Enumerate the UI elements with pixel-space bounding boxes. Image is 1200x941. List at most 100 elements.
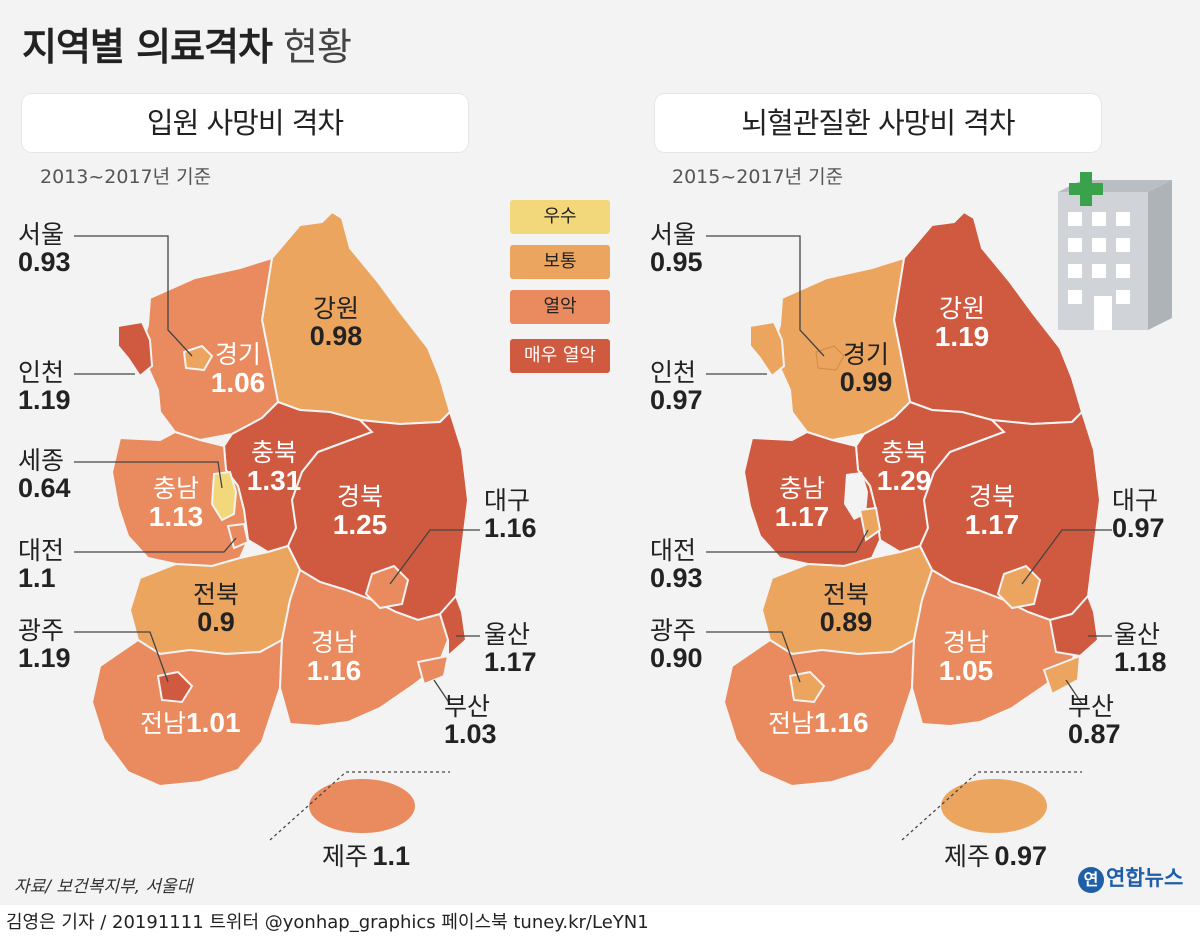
region-name: 전북: [822, 581, 869, 609]
right-label-busan: 부산 0.87: [1068, 694, 1121, 749]
region-value: 1.16: [814, 707, 869, 738]
right-label-seoul: 서울 0.95: [650, 222, 703, 277]
region-name: 부산: [1068, 693, 1115, 721]
region-name: 서울: [650, 221, 697, 249]
right-label-jeonnam: 전남1.16: [768, 708, 869, 737]
logo-mark: 연: [1078, 867, 1104, 893]
right-label-gyeongnam: 경남 1.05: [926, 630, 1006, 686]
left-region-sejong: [210, 470, 238, 522]
region-name: 울산: [1114, 621, 1161, 649]
region-value: 0.89: [819, 607, 873, 638]
region-value: 1.17: [964, 509, 1020, 541]
leader-line: [389, 529, 480, 585]
region-name: 경남: [310, 629, 357, 657]
region-value: 0.99: [839, 367, 893, 398]
leader-line: [74, 461, 223, 489]
legend-normal: 보통: [510, 245, 610, 279]
right-label-jeonbuk: 전북 0.89: [806, 582, 886, 637]
left-region-incheon: [117, 320, 154, 378]
region-name: 서울: [18, 221, 65, 249]
region-value: 1.1: [372, 841, 411, 871]
region-value: 0.97: [994, 841, 1048, 871]
left-label-gyeonggi: 경기 1.06: [198, 342, 278, 398]
region-name: 강원: [938, 295, 985, 323]
region-value: 0.64: [18, 473, 71, 504]
left-label-sejong: 세종 0.64: [18, 448, 71, 503]
right-label-jeju: 제주 0.97: [944, 842, 1047, 870]
region-value: 0.98: [309, 321, 363, 352]
left-region-busan: [416, 654, 450, 686]
left-panel-period: 2013~2017년 기준: [40, 166, 212, 188]
source-note: 자료/ 보건복지부, 서울대: [14, 877, 193, 897]
right-region-chungnam: [742, 430, 882, 568]
right-label-chungbuk: 충북 1.29: [864, 440, 944, 496]
region-value: 0.9: [197, 607, 235, 638]
legend-label: 매우 열악: [524, 345, 596, 366]
region-value: 0.97: [650, 385, 703, 416]
title-light: 현황: [283, 25, 352, 69]
left-label-gyeongbuk: 경북 1.25: [320, 484, 400, 540]
region-value: 1.03: [444, 719, 497, 750]
region-name: 전북: [192, 581, 239, 609]
region-name: 경남: [942, 629, 989, 657]
left-label-chungbuk: 충북 1.31: [234, 440, 314, 496]
left-label-daejeon: 대전 1.1: [18, 538, 64, 593]
region-name: 대구: [484, 487, 531, 515]
region-value: 0.93: [18, 247, 71, 278]
right-region-busan: [1042, 654, 1082, 696]
right-region-incheon: [749, 320, 786, 378]
region-name: 제주: [944, 843, 991, 871]
leader-line: [1021, 529, 1112, 585]
region-name: 제주: [322, 843, 369, 871]
left-label-jeju: 제주 1.1: [322, 842, 410, 870]
right-label-gyeongbuk: 경북 1.17: [952, 484, 1032, 540]
region-value: 1.17: [774, 501, 830, 533]
right-label-incheon: 인천 0.97: [650, 360, 703, 415]
region-name: 울산: [484, 621, 531, 649]
right-region-jeju: [939, 777, 1049, 835]
right-panel-title: 뇌혈관질환 사망비 격차: [655, 94, 1101, 152]
right-region-ulsan: [1048, 594, 1100, 658]
region-name: 대전: [18, 537, 65, 565]
right-label-ulsan: 울산 1.18: [1114, 622, 1167, 677]
right-label-gangwon: 강원 1.19: [922, 296, 1002, 352]
left-label-incheon: 인천 1.19: [18, 360, 71, 415]
yonhap-logo: 연 연합뉴스: [1078, 862, 1183, 893]
region-value: 1.17: [484, 647, 537, 678]
region-name: 경기: [214, 341, 261, 369]
hospital-icon: [1058, 172, 1172, 330]
leader-line: [74, 235, 193, 357]
left-label-jeonbuk: 전북 0.9: [176, 582, 256, 637]
infographic-title: 지역별 의료격차 현황: [22, 16, 352, 71]
right-panel-period: 2015~2017년 기준: [672, 166, 844, 188]
region-name: 세종: [18, 447, 65, 475]
region-name: 전남: [768, 710, 815, 738]
title-bold: 지역별 의료격차: [22, 25, 273, 69]
region-value: 1.05: [938, 655, 994, 687]
region-value: 1.19: [18, 385, 71, 416]
region-value: 0.90: [650, 643, 703, 674]
region-value: 1.29: [876, 465, 932, 497]
left-label-gangwon: 강원 0.98: [296, 296, 376, 351]
region-value: 0.97: [1112, 513, 1165, 544]
left-region-jeju: [307, 777, 417, 835]
region-name: 충북: [250, 439, 297, 467]
legend-label: 열악: [543, 296, 577, 317]
leader-line: [74, 631, 169, 683]
left-label-seoul: 서울 0.93: [18, 222, 71, 277]
leader-line: [706, 631, 801, 683]
region-name: 광주: [650, 617, 697, 645]
left-region-ulsan: [438, 594, 468, 659]
region-value: 1.06: [210, 367, 266, 399]
leader-line: [1065, 679, 1083, 705]
left-region-daegu: [364, 564, 410, 610]
right-label-gyeonggi: 경기 0.99: [826, 342, 906, 397]
region-value: 0.87: [1068, 719, 1121, 750]
leader-line: [706, 235, 825, 357]
left-label-gyeongnam: 경남 1.16: [294, 630, 374, 686]
region-value: 1.19: [934, 321, 990, 353]
legend-very-weak: 매우 열악: [510, 339, 610, 373]
left-label-ulsan: 울산 1.17: [484, 622, 537, 677]
legend-weak: 열악: [510, 290, 610, 324]
